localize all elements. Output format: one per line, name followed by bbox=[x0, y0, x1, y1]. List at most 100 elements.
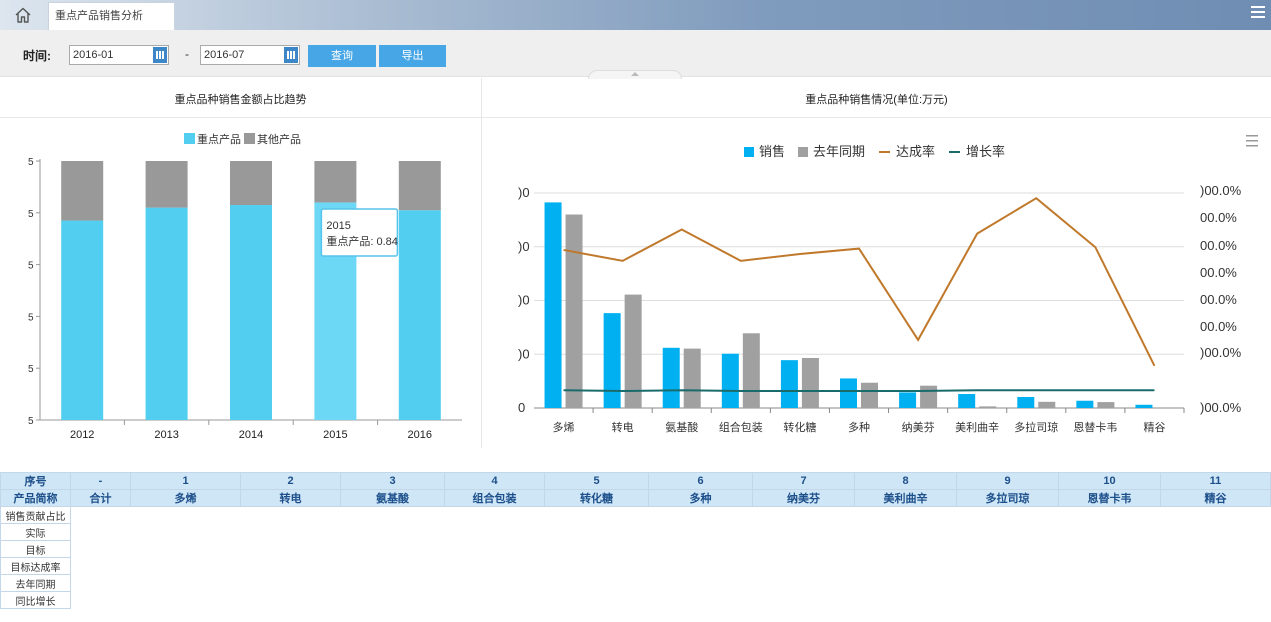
table-cell bbox=[445, 541, 545, 558]
bar-other-product bbox=[230, 161, 272, 206]
table-cell bbox=[545, 541, 649, 558]
table-cell bbox=[1059, 558, 1161, 575]
menu-icon[interactable] bbox=[1251, 6, 1265, 20]
bar-sales bbox=[899, 392, 917, 408]
bar-sales bbox=[840, 378, 857, 408]
header-index-cell: 7 bbox=[752, 472, 855, 490]
line-achievement bbox=[563, 196, 1156, 367]
table-cell bbox=[855, 575, 957, 592]
sales-chart: 销售 去年同期 达成率 增长率 0)0)0)0)0)00.0% 00.0% 00.0% 00.… bbox=[518, 135, 1258, 434]
bar-key-product bbox=[398, 210, 441, 420]
table-cell bbox=[341, 575, 445, 592]
tab-product-sales[interactable]: 重点产品销售分析 bbox=[48, 2, 175, 30]
y2-tick-label: 00.0% bbox=[1200, 292, 1237, 307]
table-cell bbox=[241, 592, 341, 609]
bar-sales bbox=[1135, 404, 1153, 408]
table-cell bbox=[753, 524, 855, 541]
query-button[interactable]: 查询 bbox=[308, 45, 376, 67]
y-tick-label: )0 bbox=[518, 293, 530, 308]
header-index-cell: 4 bbox=[444, 472, 545, 490]
calendar-icon[interactable] bbox=[284, 47, 298, 63]
header-name-cell: 精谷 bbox=[1160, 489, 1271, 507]
table-cell bbox=[445, 592, 545, 609]
table-header-row: 产品简称 合计 多烯 转电 氨基酸 组合包装 转化糖 多种 纳美芬 美利曲辛 多拉司琼 恩替卡韦 精谷 bbox=[0, 489, 1271, 507]
table-cell bbox=[131, 507, 241, 524]
bar-sales bbox=[958, 394, 976, 408]
x-tick-label: 2016 bbox=[408, 429, 432, 441]
bar-last-year bbox=[742, 333, 760, 408]
legend-label-sales: 销售 bbox=[759, 144, 785, 159]
y-tick-label: 0 bbox=[518, 400, 525, 415]
table-cell bbox=[1161, 558, 1271, 575]
table-row: 目标 bbox=[0, 540, 1271, 558]
legend-swatch-last-year bbox=[798, 147, 808, 157]
table-cell bbox=[649, 575, 753, 592]
table-cell bbox=[753, 575, 855, 592]
bar-last-year bbox=[861, 382, 878, 408]
legend-label-key-product: 重点产品 bbox=[197, 132, 241, 146]
table-cell bbox=[1161, 524, 1271, 541]
header-index-cell: - bbox=[70, 472, 131, 490]
y2-tick-label: 00.0% bbox=[1200, 265, 1237, 280]
x-tick-label: 2012 bbox=[70, 429, 94, 441]
product-table: 序号 -1 2 3 4 5 6 7 8 9 10 11 产品简称 合计 多烯 转电 氨基酸 组合包装 转化糖 多种 纳美… bbox=[0, 472, 1271, 609]
table-cell bbox=[341, 592, 445, 609]
table-cell bbox=[957, 558, 1059, 575]
tooltip-value: 重点产品: 0.84 bbox=[326, 234, 398, 248]
export-button[interactable]: 导出 bbox=[379, 45, 446, 67]
table-cell bbox=[649, 558, 753, 575]
y-tick-label: 5 bbox=[28, 157, 34, 168]
legend-label-achievement: 达成率 bbox=[896, 144, 935, 159]
end-date-input[interactable]: 2016-07 bbox=[200, 45, 300, 65]
x-tick-label: 多种 bbox=[848, 420, 870, 434]
row-label: 同比增长 bbox=[0, 591, 71, 609]
legend-label-growth: 增长率 bbox=[966, 144, 1005, 159]
table-cell bbox=[957, 507, 1059, 524]
y-tick-label: )0 bbox=[518, 239, 530, 254]
table-cell bbox=[71, 592, 131, 609]
bar-other-product bbox=[398, 161, 441, 211]
header-name-cell: 多种 bbox=[648, 489, 753, 507]
header-name-label: 产品简称 bbox=[0, 489, 71, 507]
table-cell bbox=[753, 541, 855, 558]
y-tick-label: 5 bbox=[28, 209, 34, 220]
y2-tick-label: 00.0% bbox=[1200, 319, 1237, 334]
bar-last-year bbox=[801, 358, 819, 408]
chart-menu-icon bbox=[1246, 145, 1258, 147]
panel-divider bbox=[481, 78, 482, 448]
table-row: 销售贡献占比 bbox=[0, 506, 1271, 524]
legend-swatch-other-product bbox=[244, 133, 255, 144]
table-cell bbox=[341, 507, 445, 524]
table-cell bbox=[341, 541, 445, 558]
legend-swatch-sales bbox=[744, 147, 754, 157]
calendar-icon[interactable] bbox=[153, 47, 167, 63]
table-cell bbox=[957, 592, 1059, 609]
header-index-cell: 5 bbox=[544, 472, 649, 490]
y2-tick-label: 00.0% bbox=[1200, 238, 1237, 253]
table-cell bbox=[753, 558, 855, 575]
bar-sales bbox=[1076, 400, 1094, 408]
home-icon bbox=[15, 7, 31, 23]
table-header-row: 序号 -1 2 3 4 5 6 7 8 9 10 11 bbox=[0, 472, 1271, 490]
legend-label-other-product: 其他产品 bbox=[257, 132, 301, 146]
y2-tick-label: 00.0% bbox=[1200, 210, 1237, 225]
time-label: 时间: bbox=[23, 49, 51, 63]
table-cell bbox=[341, 524, 445, 541]
table-cell bbox=[71, 507, 131, 524]
legend-label-last-year: 去年同期 bbox=[813, 144, 865, 159]
start-date-input[interactable]: 2016-01 bbox=[69, 45, 169, 65]
collapse-toggle[interactable] bbox=[588, 70, 682, 79]
table-row: 去年同期 bbox=[0, 574, 1271, 592]
header-name-cell: 转电 bbox=[240, 489, 341, 507]
header-index-label: 序号 bbox=[0, 472, 71, 490]
bar-last-year bbox=[565, 214, 583, 408]
x-tick-label: 转电 bbox=[612, 420, 634, 434]
bar-sales bbox=[721, 353, 739, 408]
table-cell bbox=[445, 507, 545, 524]
table-cell bbox=[1059, 524, 1161, 541]
home-button[interactable] bbox=[0, 0, 46, 30]
bar-sales bbox=[780, 360, 798, 408]
start-date-value: 2016-01 bbox=[73, 49, 114, 61]
x-tick-label: 恩替卡韦 bbox=[1073, 420, 1117, 434]
table-cell bbox=[445, 524, 545, 541]
